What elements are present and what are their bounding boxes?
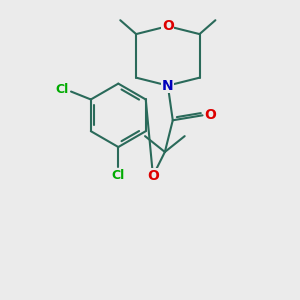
Text: N: N (162, 79, 174, 93)
Text: O: O (147, 169, 159, 183)
Text: O: O (205, 108, 216, 122)
Text: Cl: Cl (112, 169, 125, 182)
Text: Cl: Cl (56, 83, 69, 96)
Text: O: O (162, 19, 174, 33)
